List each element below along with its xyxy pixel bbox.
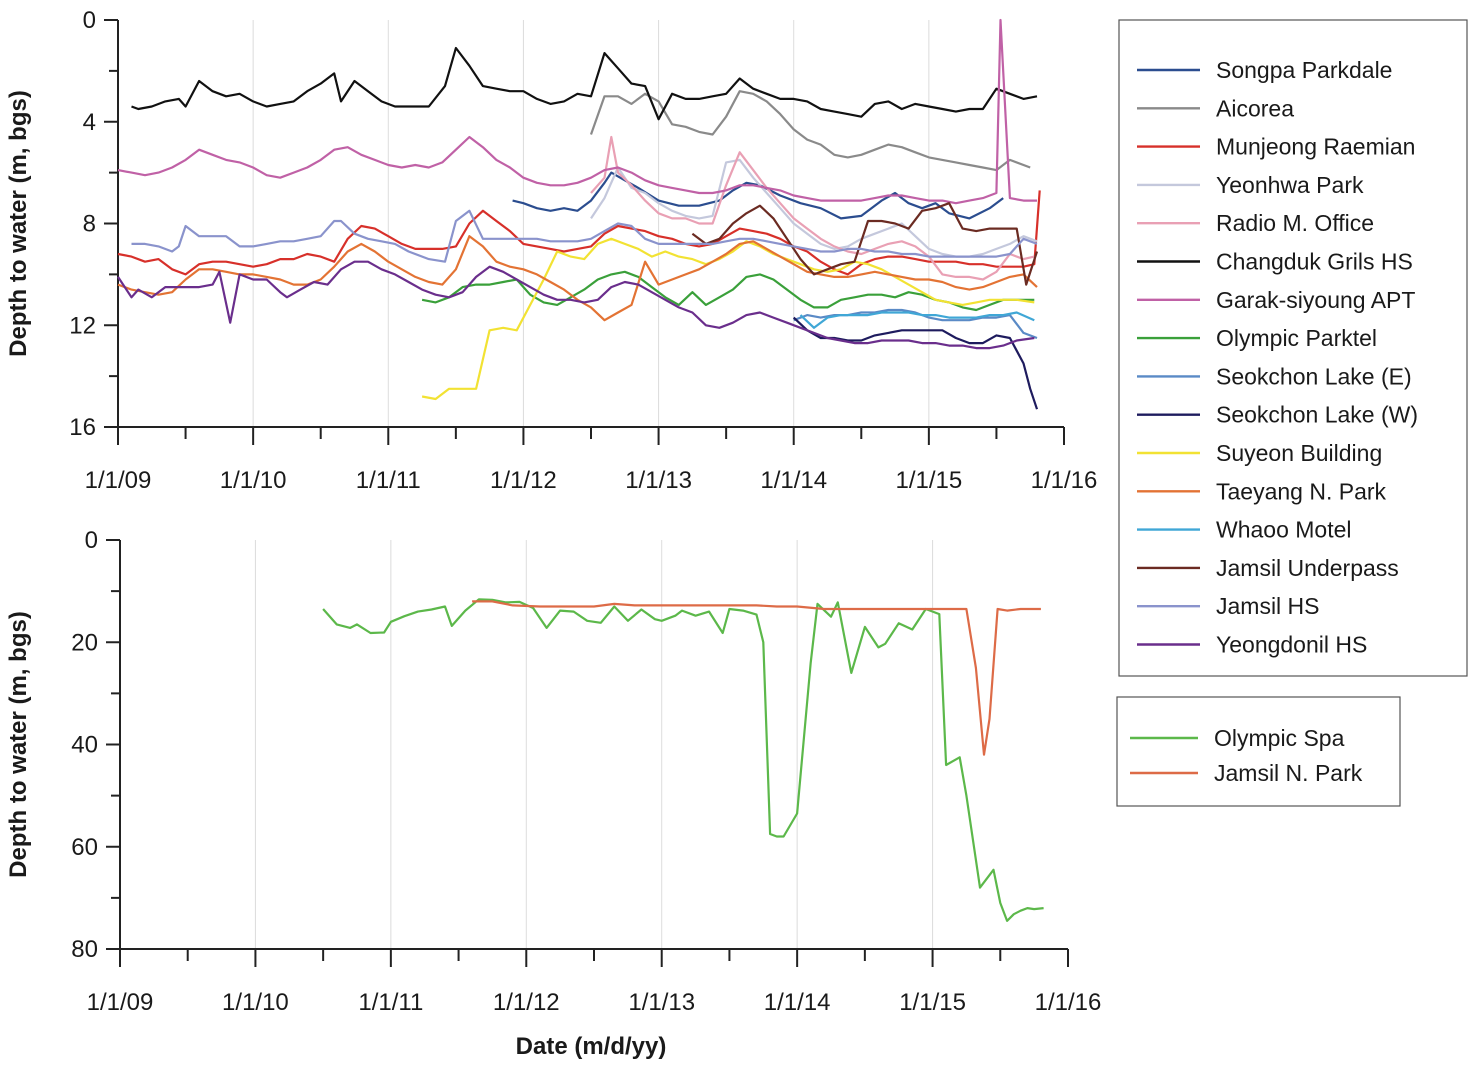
bottom-y-tick-label: 60 xyxy=(71,834,98,861)
top-x-tick-label: 1/1/12 xyxy=(490,467,557,494)
series-line-suyeon-building xyxy=(421,237,1035,401)
legend-label-suyeon-building: Suyeon Building xyxy=(1216,440,1382,466)
series-line-songpa-parkdale xyxy=(512,171,1004,220)
bottom-chart-legend: Olympic Spa Jamsil N. Park xyxy=(1116,696,1401,807)
legend-label-olympic-parktel: Olympic Parktel xyxy=(1216,325,1377,351)
series-line-jamsil-hs xyxy=(131,209,1038,263)
series-line-whaoo-motel xyxy=(799,311,1035,329)
legend-label-seokchon-lake-w: Seokchon Lake (W) xyxy=(1216,402,1418,428)
series-line-jamsil-underpass xyxy=(691,202,1039,286)
top-x-tick-label: 1/1/10 xyxy=(220,467,287,494)
top-x-tick-label: 1/1/16 xyxy=(1031,467,1098,494)
legend-label-yeonhwa-park: Yeonhwa Park xyxy=(1216,172,1364,198)
legend-label-garak-siyoung-apt: Garak-siyoung APT xyxy=(1216,287,1415,313)
bottom-y-tick-label: 0 xyxy=(85,527,98,554)
legend-label-munjeong-raemian: Munjeong Raemian xyxy=(1216,134,1415,160)
top-chart-legend: Songpa Parkdale Aicorea Munjeong Raemian Ye… xyxy=(1118,19,1468,677)
bottom-x-axis-title: Date (m/d/yy) xyxy=(516,1033,667,1060)
legend-label-jamsil-underpass: Jamsil Underpass xyxy=(1216,555,1399,581)
legend-label-jamsil-hs: Jamsil HS xyxy=(1216,593,1320,619)
top-x-tick-label: 1/1/09 xyxy=(85,467,152,494)
bottom-x-tick-label: 1/1/16 xyxy=(1035,989,1102,1016)
bottom-legend-box xyxy=(1116,696,1401,807)
bottom-x-tick-label: 1/1/10 xyxy=(222,989,289,1016)
top-x-tick-label: 1/1/11 xyxy=(356,467,421,494)
legend-label-whaoo-motel: Whaoo Motel xyxy=(1216,517,1352,543)
bottom-x-tick-label: 1/1/12 xyxy=(493,989,560,1016)
top-y-tick-label: 16 xyxy=(69,414,96,441)
legend-label-songpa-parkdale: Songpa Parkdale xyxy=(1216,57,1392,83)
legend-label-aicorea: Aicorea xyxy=(1216,95,1294,121)
top-y-axis-title: Depth to water (m, bgs) xyxy=(5,90,32,357)
top-chart-panel: 1/1/09 1/1/10 1/1/11 1/1/12 1/1/13 1/1/14 1/1/… xyxy=(5,7,1097,494)
bottom-y-tick-label: 20 xyxy=(71,629,98,656)
bottom-y-tick-label: 40 xyxy=(71,732,98,759)
bottom-x-tick-label: 1/1/15 xyxy=(899,989,966,1016)
top-legend-box xyxy=(1118,19,1468,677)
series-line-munjeong-raemian xyxy=(117,190,1041,276)
top-y-tick-label: 12 xyxy=(69,312,96,339)
series-line-seokchon-lake-w xyxy=(792,316,1039,410)
legend-label-radio-m-office: Radio M. Office xyxy=(1216,210,1374,236)
top-x-tick-label: 1/1/15 xyxy=(895,467,962,494)
bottom-x-tick-label: 1/1/09 xyxy=(87,989,154,1016)
legend-label-yeongdonil-hs: Yeongdonil HS xyxy=(1216,632,1367,658)
series-line-changduk-grils-hs xyxy=(131,46,1038,121)
legend-label-jamsil-n-park: Jamsil N. Park xyxy=(1214,760,1363,786)
series-line-seokchon-lake-e xyxy=(793,308,1038,340)
legend-label-olympic-spa: Olympic Spa xyxy=(1214,725,1345,751)
top-y-tick-label: 4 xyxy=(83,109,96,136)
legend-label-changduk-grils-hs: Changduk Grils HS xyxy=(1216,249,1413,275)
bottom-x-tick-label: 1/1/11 xyxy=(358,989,423,1016)
bottom-x-tick-label: 1/1/13 xyxy=(628,989,695,1016)
series-line-yeongdonil-hs xyxy=(117,260,1035,350)
top-y-tick-label: 0 xyxy=(83,7,96,34)
bottom-x-tick-label: 1/1/14 xyxy=(764,989,831,1016)
bottom-y-axis-title: Depth to water (m, bgs) xyxy=(5,611,32,878)
legend-label-taeyang-n-park: Taeyang N. Park xyxy=(1216,478,1387,504)
series-line-jamsil-n-park xyxy=(472,600,1041,756)
bottom-y-tick-label: 80 xyxy=(71,936,98,963)
series-line-garak-siyoung-apt xyxy=(117,18,1037,205)
series-line-radio-m-office xyxy=(590,135,1035,281)
top-x-tick-label: 1/1/14 xyxy=(760,467,827,494)
top-x-tick-label: 1/1/13 xyxy=(625,467,692,494)
bottom-chart-panel: 1/1/09 1/1/10 1/1/11 1/1/12 1/1/13 1/1/14 1/1/… xyxy=(5,527,1101,1060)
top-y-tick-label: 8 xyxy=(83,211,96,238)
legend-label-seokchon-lake-e: Seokchon Lake (E) xyxy=(1216,363,1412,389)
series-line-yeonhwa-park xyxy=(590,158,1038,258)
series-line-taeyang-n-park xyxy=(117,235,1038,322)
series-line-olympic-spa xyxy=(322,598,1044,923)
